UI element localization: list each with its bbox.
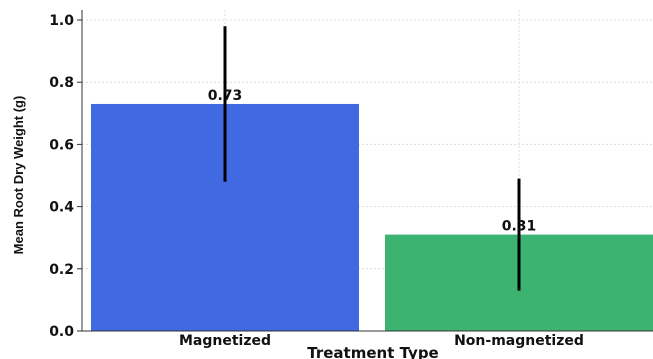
y-tick-label: 0.6	[49, 137, 74, 153]
x-tick-label: Magnetized	[179, 333, 271, 349]
bars-layer	[91, 103, 653, 331]
bar-value-label: 0.73	[208, 88, 243, 104]
y-tick-label: 0.4	[49, 200, 74, 216]
x-axis-title: Treatment Type	[307, 344, 438, 359]
labels-layer: 0.73 0.31 Magnetized Non-magnetized	[179, 88, 584, 349]
bar-value-label: 0.31	[502, 219, 537, 235]
error-bars-layer	[223, 26, 521, 291]
x-tick-label: Non-magnetized	[454, 333, 584, 349]
y-tick-label: 0.0	[49, 324, 74, 340]
axes-layer: 0.0 0.2 0.4 0.6 0.8 1.0	[49, 10, 653, 340]
y-tick-label: 1.0	[49, 13, 74, 29]
y-tick-label: 0.2	[49, 262, 74, 278]
y-tick-label: 0.8	[49, 75, 74, 91]
y-axis-title: Mean Root Dry Weight (g)	[11, 96, 26, 255]
